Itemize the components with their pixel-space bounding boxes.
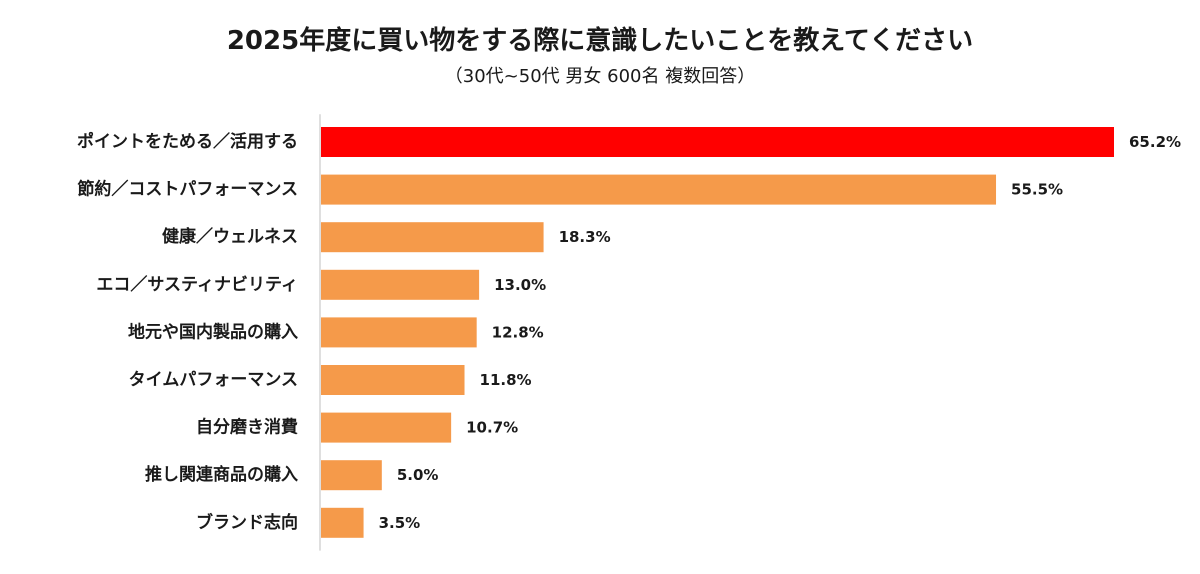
bar [321, 317, 477, 348]
bar [321, 507, 364, 538]
value-label: 55.5% [1011, 181, 1063, 199]
chart-subtitle: （30代~50代 男女 600名 複数回答） [444, 66, 756, 87]
bars-layer: ポイントをためる／活用する 65.2% 節約／コストパフォーマンス 55.5% 健康／ウ… [76, 127, 1181, 538]
category-label: ポイントをためる／活用する [77, 131, 298, 152]
category-label: タイムパフォーマンス [129, 370, 298, 390]
category-label: 地元や国内製品の購入 [128, 321, 298, 342]
value-label: 10.7% [466, 419, 518, 437]
value-label: 13.0% [494, 276, 546, 294]
bar [321, 365, 465, 395]
bar [321, 412, 452, 443]
category-label: 節約／コストパフォーマンス [76, 179, 298, 200]
category-label: 健康／ウェルネス [162, 226, 298, 247]
bar [321, 460, 382, 491]
bar [321, 127, 1114, 157]
bar [321, 269, 480, 300]
value-label: 11.8% [480, 371, 532, 389]
category-label: 自分磨き消費 [196, 417, 298, 438]
bar [321, 174, 997, 205]
value-label: 65.2% [1129, 133, 1181, 151]
chart-title: 2025年度に買い物をする際に意識したいことを教えてください [226, 26, 974, 56]
bar [321, 222, 544, 253]
category-label: エコ／サスティナビリティ [96, 274, 298, 295]
value-label: 18.3% [559, 228, 611, 246]
category-label: 推し関連商品の購入 [145, 464, 298, 485]
category-label: ブランド志向 [196, 512, 298, 533]
value-label: 3.5% [379, 514, 421, 532]
value-label: 5.0% [397, 466, 439, 484]
value-label: 12.8% [492, 323, 544, 341]
